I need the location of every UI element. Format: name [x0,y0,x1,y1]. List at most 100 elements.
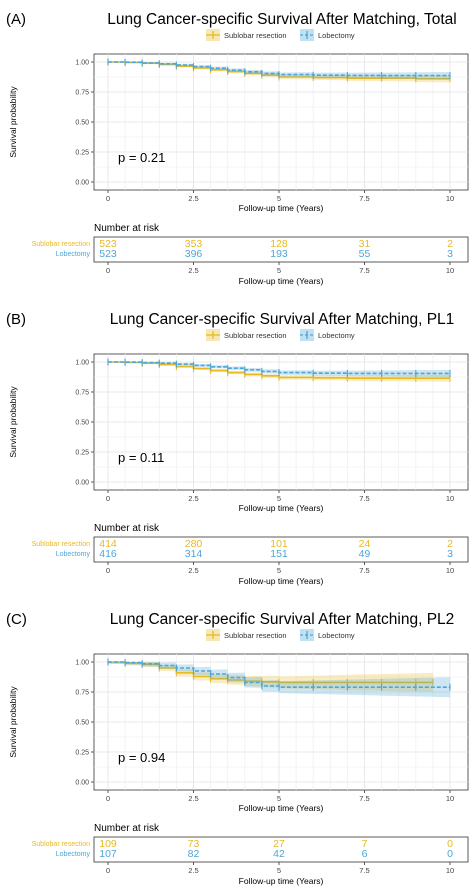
x-tick-label: 7.5 [359,794,369,803]
risk-table-title: Number at risk [94,223,160,234]
risk-value: 151 [270,548,288,560]
risk-x-tick-label: 0 [106,266,110,275]
y-tick-label: 0.50 [75,720,89,727]
y-tick-label: 0.00 [75,780,89,787]
risk-value: 314 [185,548,203,560]
risk-value: 42 [273,848,285,860]
series-lobectomy [107,358,451,377]
risk-value: 193 [270,248,288,260]
x-tick-label: 10 [446,494,454,503]
risk-x-tick-label: 2.5 [188,866,198,875]
risk-value: 2 [447,538,453,550]
chart-title: Lung Cancer-specific Survival After Matc… [110,311,455,328]
legend-label-lobectomy: Lobectomy [318,631,355,640]
y-tick-label: 0.25 [75,150,89,157]
y-tick-label: 0.00 [75,480,89,487]
survival-curve [108,361,450,375]
risk-table-box [93,236,469,263]
risk-value: 353 [185,238,203,250]
panel-label: (A) [6,11,26,28]
risk-value: 73 [188,838,200,850]
x-tick-label: 0 [106,494,110,503]
x-axis-label: Follow-up time (Years) [239,503,324,513]
x-tick-label: 0 [106,194,110,203]
x-tick-label: 0 [106,794,110,803]
legend-label-lobectomy: Lobectomy [318,331,355,340]
risk-value: 0 [447,848,453,860]
risk-value: 55 [359,248,371,260]
legend-label-lobectomy: Lobectomy [318,31,355,40]
risk-row-label: Lobectomy [56,251,91,258]
chart-title: Lung Cancer-specific Survival After Matc… [110,611,455,628]
x-axis-label: Follow-up time (Years) [239,803,324,813]
risk-x-tick-label: 10 [446,566,454,575]
risk-x-axis-label: Follow-up time (Years) [239,276,324,286]
x-tick-label: 5 [277,494,281,503]
risk-value: 7 [362,838,368,850]
risk-value: 27 [273,838,285,850]
legend: Sublobar resection Lobectomy [206,329,355,341]
x-tick-label: 7.5 [359,494,369,503]
risk-value: 109 [99,838,117,850]
y-tick-label: 1.00 [75,360,89,367]
risk-x-tick-label: 5 [277,566,281,575]
risk-x-tick-label: 10 [446,866,454,875]
risk-value: 396 [185,248,203,260]
series-lobectomy [107,658,451,698]
y-tick-label: 0.00 [75,180,89,187]
y-tick-label: 0.25 [75,450,89,457]
risk-x-tick-label: 5 [277,866,281,875]
risk-value: 101 [270,538,288,550]
risk-x-axis-label: Follow-up time (Years) [239,576,324,586]
y-tick-label: 0.75 [75,90,89,97]
risk-value: 2 [447,238,453,250]
risk-value: 128 [270,238,288,250]
risk-x-tick-label: 2.5 [188,266,198,275]
risk-value: 3 [447,548,453,560]
y-axis-label: Survival probability [8,386,18,458]
legend-label-sublobar: Sublobar resection [224,31,287,40]
y-tick-label: 0.50 [75,420,89,427]
y-tick-label: 0.75 [75,690,89,697]
risk-value: 414 [99,538,117,550]
risk-row-label: Lobectomy [56,551,91,558]
grid [94,654,468,790]
confidence-band [108,662,433,693]
risk-x-tick-label: 7.5 [359,866,369,875]
risk-table: Number at risk Sublobar resection 414 280 10… [32,523,469,586]
series-lobectomy [107,58,451,80]
y-tick-label: 0.25 [75,750,89,757]
panel-label: (B) [6,311,26,328]
risk-x-tick-label: 5 [277,266,281,275]
p-value: p = 0.11 [118,450,164,465]
risk-value: 0 [447,838,453,850]
risk-table: Number at risk Sublobar resection 109 73 27 7… [32,823,469,886]
risk-x-tick-label: 0 [106,866,110,875]
legend: Sublobar resection Lobectomy [206,629,355,641]
risk-value: 49 [359,548,371,560]
x-tick-label: 10 [446,194,454,203]
legend-label-sublobar: Sublobar resection [224,331,287,340]
risk-x-axis-label: Follow-up time (Years) [239,876,324,886]
chart-title: Lung Cancer-specific Survival After Matc… [107,11,457,28]
panel-b: (B) Lung Cancer-specific Survival After M… [6,311,469,586]
y-tick-label: 0.75 [75,390,89,397]
x-tick-label: 2.5 [188,794,198,803]
risk-x-tick-label: 0 [106,566,110,575]
risk-value: 107 [99,848,117,860]
p-value: p = 0.94 [118,750,165,765]
y-tick-label: 1.00 [75,60,89,67]
risk-value: 523 [99,238,117,250]
risk-x-tick-label: 7.5 [359,266,369,275]
risk-value: 82 [188,848,200,860]
risk-value: 6 [362,848,368,860]
survival-curve [108,661,450,688]
legend-label-sublobar: Sublobar resection [224,631,287,640]
risk-value: 31 [359,238,371,250]
risk-x-tick-label: 10 [446,266,454,275]
x-tick-label: 7.5 [359,194,369,203]
x-axis-label: Follow-up time (Years) [239,203,324,213]
p-value: p = 0.21 [118,150,165,165]
panel-label: (C) [6,611,27,628]
